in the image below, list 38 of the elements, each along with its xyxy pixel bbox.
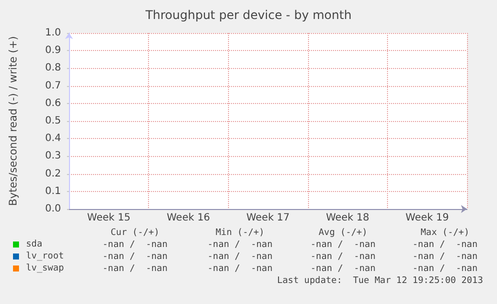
y-tick-label: 0.3 — [45, 150, 61, 162]
y-tick-label: 0.5 — [45, 116, 61, 126]
y-tick-label: 0.7 — [45, 80, 61, 92]
x-tick-label: Week 16 — [166, 212, 210, 224]
x-tick-label: Week 17 — [246, 212, 290, 224]
y-tick-label: 1.0 — [45, 28, 61, 38]
text: -nan / -nan — [310, 252, 376, 262]
text: -nan / -nan — [207, 264, 273, 274]
y-tick-label: 0.4 — [45, 133, 61, 144]
text: -nan / -nan — [412, 240, 478, 250]
x-tick-label: Week 19 — [406, 212, 449, 224]
text: Min (-/+) — [216, 228, 264, 238]
y-tick-label: 0.1 — [45, 186, 61, 197]
text: Avg (-/+) — [318, 228, 368, 238]
text: -nan / -nan — [102, 252, 168, 262]
x-tick-label: Week 18 — [326, 212, 370, 224]
text: -nan / -nan — [412, 252, 478, 262]
chart-title: Throughput per device - by month — [144, 8, 352, 22]
y-axis-title: Bytes/second read (-) / write (+) — [8, 36, 20, 206]
y-tick-label: 0.9 — [45, 45, 61, 56]
text: -nan / -nan — [310, 264, 376, 274]
text: Max (-/+) — [420, 228, 470, 238]
y-tick-label: 0.8 — [45, 62, 61, 74]
text: Last update: Tue Mar 12 19:25:00 2013 — [277, 276, 483, 286]
text: -nan / -nan — [207, 240, 273, 250]
text: -nan / -nan — [207, 252, 273, 262]
y-tick-label: 0.2 — [45, 168, 61, 180]
text: -nan / -nan — [310, 240, 376, 250]
y-tick-label: 0.6 — [45, 98, 61, 109]
text: -nan / -nan — [102, 264, 168, 274]
legend-label: lv_swap — [26, 264, 64, 274]
text: -nan / -nan — [102, 240, 168, 250]
y-tick-label: 0.0 — [45, 204, 61, 214]
x-tick-label: Week 15 — [87, 212, 130, 224]
text: -nan / -nan — [412, 264, 478, 274]
legend-label: lv_root — [26, 252, 64, 262]
legend-label: sda — [26, 240, 42, 250]
text: Cur (-/+) — [110, 228, 160, 238]
